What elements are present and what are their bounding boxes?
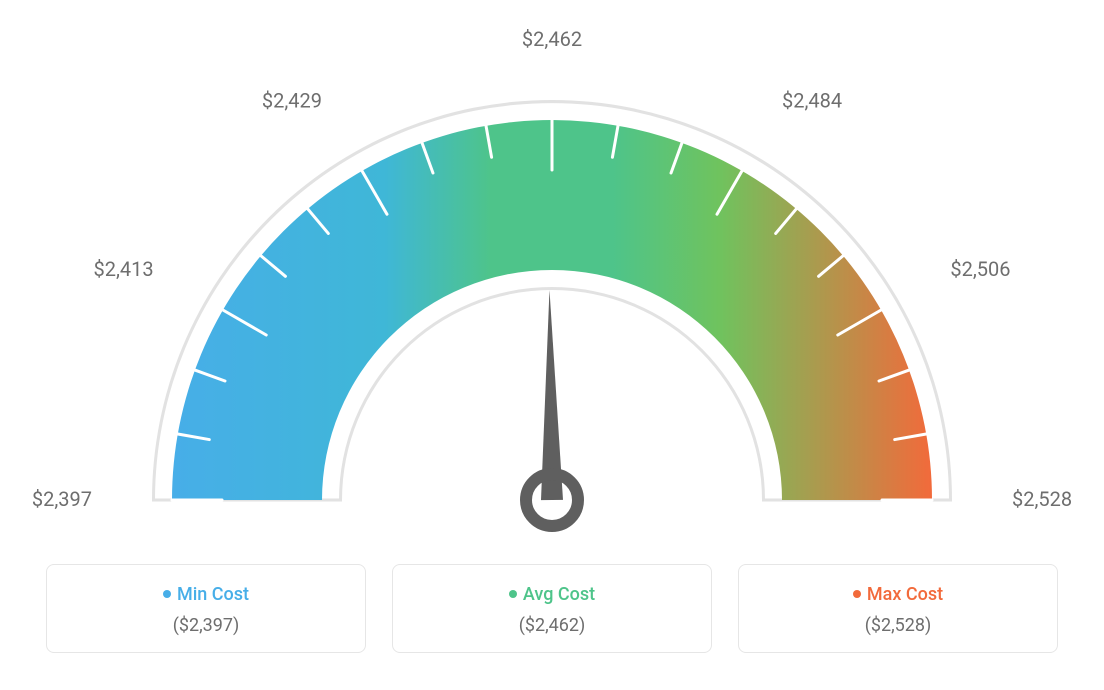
max-cost-card: Max Cost ($2,528) xyxy=(738,564,1058,653)
max-cost-title: Max Cost xyxy=(853,584,943,605)
avg-cost-title: Avg Cost xyxy=(509,584,595,605)
gauge-tick-label: $2,462 xyxy=(522,27,582,51)
gauge-tick-label: $2,429 xyxy=(262,89,322,113)
min-dot-icon xyxy=(163,590,171,598)
max-cost-label: Max Cost xyxy=(867,584,943,605)
min-cost-value: ($2,397) xyxy=(57,615,355,636)
gauge-tick-label: $2,413 xyxy=(93,257,153,281)
gauge-container: $2,397 $2,413 $2,429 $2,462 $2,484 $2,506 $2,5… xyxy=(30,20,1074,540)
avg-cost-card: Avg Cost ($2,462) xyxy=(392,564,712,653)
min-cost-label: Min Cost xyxy=(177,584,249,605)
gauge-tick-label: $2,528 xyxy=(1012,487,1072,511)
gauge-tick-label: $2,397 xyxy=(32,487,92,511)
gauge-chart: $2,397 $2,413 $2,429 $2,462 $2,484 $2,506 $2,5… xyxy=(32,20,1072,540)
min-cost-card: Min Cost ($2,397) xyxy=(46,564,366,653)
max-dot-icon xyxy=(853,590,861,598)
avg-dot-icon xyxy=(509,590,517,598)
cost-cards-row: Min Cost ($2,397) Avg Cost ($2,462) Max … xyxy=(30,564,1074,653)
max-cost-value: ($2,528) xyxy=(749,615,1047,636)
gauge-tick-label: $2,484 xyxy=(782,89,842,113)
min-cost-title: Min Cost xyxy=(163,584,249,605)
avg-cost-label: Avg Cost xyxy=(523,584,595,605)
gauge-tick-label: $2,506 xyxy=(950,257,1010,281)
avg-cost-value: ($2,462) xyxy=(403,615,701,636)
